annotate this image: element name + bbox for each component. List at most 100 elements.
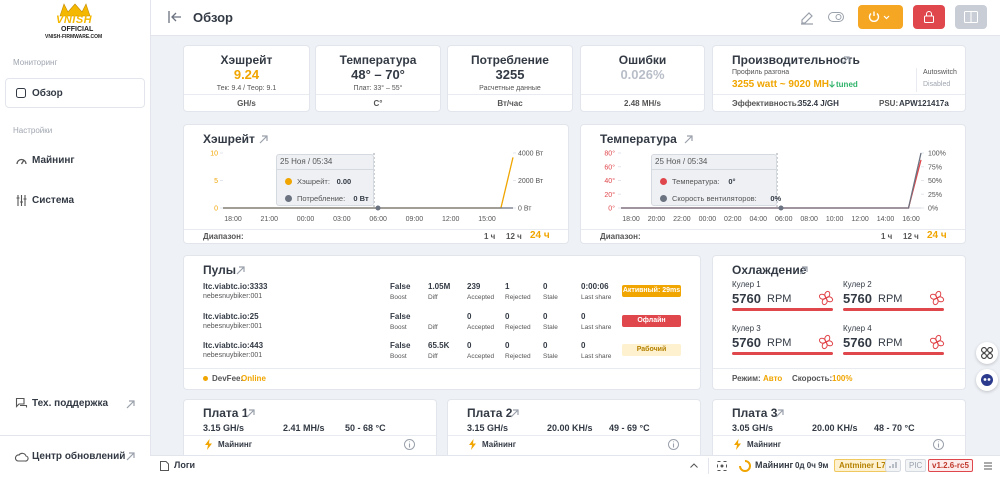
divider [184, 368, 700, 369]
caret [883, 15, 890, 20]
range-option[interactable]: 24 ч [530, 230, 550, 241]
stat-value: 48° – 70° [351, 67, 405, 82]
section-label: Мониторинг [13, 58, 58, 67]
link-icon [236, 266, 245, 275]
range-divider [184, 229, 568, 230]
info-circle [668, 439, 679, 450]
lock-button[interactable] [913, 5, 945, 29]
stat-unit: GH/s [237, 99, 256, 108]
x-tick-label: 06:00 [369, 216, 387, 223]
logo-text: VNISH [56, 14, 93, 26]
pool-col-label: Diff [428, 353, 438, 360]
range-option[interactable]: 24 ч [927, 230, 947, 241]
link-arrow [259, 135, 268, 144]
board-hashrate: 3.15 GH/s [203, 423, 245, 433]
logo-horns [59, 3, 91, 17]
system-icon [16, 195, 27, 206]
pool-user: nebesnuybiker:001 [203, 322, 263, 330]
bolt-icon [734, 439, 741, 450]
fan-blade [821, 341, 828, 350]
board-errors: 20.00 KH/s [547, 423, 593, 433]
y-tick-label: 0° [608, 205, 615, 213]
x-tick-label: 04:00 [750, 216, 768, 223]
card-title: Плата 3 [732, 406, 778, 420]
nav-item[interactable]: Тех. поддержка [32, 398, 109, 409]
range-option[interactable]: 12 ч [903, 232, 919, 241]
tooltip: 25 Ноя / 05:34 Хэшрейт: 0.00 Потребление: 0 … [276, 154, 375, 206]
bolt [205, 439, 212, 450]
pool-col-label: Accepted [467, 294, 495, 301]
fan-blade [932, 297, 939, 306]
power-button[interactable] [858, 5, 903, 29]
link-arrow [799, 266, 808, 275]
edit-icon [801, 12, 813, 25]
fan-blade [935, 334, 942, 343]
fan-blade [929, 293, 938, 300]
pool-stale: 0 [543, 311, 548, 321]
pool-status: Офлайн [622, 314, 681, 327]
support-icon [15, 397, 28, 408]
cooler-rpm: 5760 [732, 335, 761, 350]
x-tick-label: 20:00 [648, 216, 666, 223]
stat-sub: Тек: 9.4 / Теор: 9.1 [216, 85, 277, 92]
panel-icon [964, 11, 978, 23]
devfee-value: Online [241, 374, 266, 383]
board-status: Майнинг [482, 440, 517, 449]
nav-active[interactable] [5, 78, 145, 108]
nav-item[interactable]: Центр обновлений [32, 451, 126, 462]
updates-icon [14, 452, 29, 462]
stat-sub: Плат: 33° – 55° [353, 85, 403, 92]
pool-col-label: Rejected [505, 353, 531, 360]
stat-unit: C° [373, 99, 383, 108]
pencil [801, 12, 813, 25]
x-tick-label: 08:00 [800, 216, 818, 223]
fan-blade [936, 296, 945, 303]
uptime: 0д 0ч 9м [795, 461, 829, 470]
signal-badge [885, 459, 901, 472]
nav-item[interactable]: Майнинг [32, 155, 75, 166]
legend-label: Скорость вентиляторов: [672, 194, 757, 203]
fan-blade [824, 290, 831, 299]
tuned-arrow [829, 81, 835, 88]
header [0, 0, 1000, 36]
cooler-name: Кулер 2 [843, 280, 872, 289]
autoswitch-label: Autoswitch [923, 69, 957, 76]
pool-col-label: Accepted [467, 353, 495, 360]
card-title: Хэшрейт [203, 132, 255, 146]
legend-value: 0.00 [336, 177, 352, 186]
pool-col-label: Boost [390, 353, 407, 360]
y-tick-label: 40° [604, 177, 615, 185]
pic-badge: PIC [905, 459, 927, 472]
caret-up [690, 463, 698, 468]
stat-sub: Расчетные данные [479, 85, 541, 92]
board-status: Майнинг [747, 440, 782, 449]
range-option[interactable]: 1 ч [881, 232, 893, 241]
x-tick-label: 21:00 [261, 216, 279, 223]
y2-tick-label: 100% [928, 151, 946, 158]
cooler-bar [843, 352, 944, 355]
nav-item[interactable]: Обзор [32, 88, 63, 99]
range-option[interactable]: 12 ч [506, 232, 522, 241]
float-button[interactable] [976, 342, 998, 364]
range-option[interactable]: 1 ч [484, 232, 496, 241]
link-icon [775, 409, 784, 418]
card-title: Плата 1 [203, 406, 249, 420]
tuned: tuned [836, 80, 858, 89]
chart: 0° 20° 40° 60° 80° 0% 25% 50% 75% 100% 18:00 20:00 2… [604, 150, 946, 224]
pool-user: nebesnuybiker:001 [203, 352, 263, 359]
logs[interactable]: Логи [174, 460, 196, 470]
nav-item[interactable]: Система [32, 195, 75, 206]
performance-card: Производительность Профиль разгона 3255 wa… [712, 45, 966, 112]
fan-blade [929, 337, 938, 344]
target [717, 461, 727, 471]
legend-value: 0° [728, 177, 736, 186]
pool-user: nebesnuybiker:001 [203, 293, 263, 300]
collapse-icon [168, 11, 181, 23]
stat-value: 3255 [495, 67, 525, 82]
cooler-name: Кулер 4 [843, 324, 872, 333]
pool-col-label: Diff [428, 294, 438, 301]
x-tick-label: 18:00 [224, 216, 242, 223]
section-label: Настройки [13, 126, 53, 135]
link-arrow [126, 452, 135, 461]
range-label: Диапазон: [203, 232, 244, 241]
